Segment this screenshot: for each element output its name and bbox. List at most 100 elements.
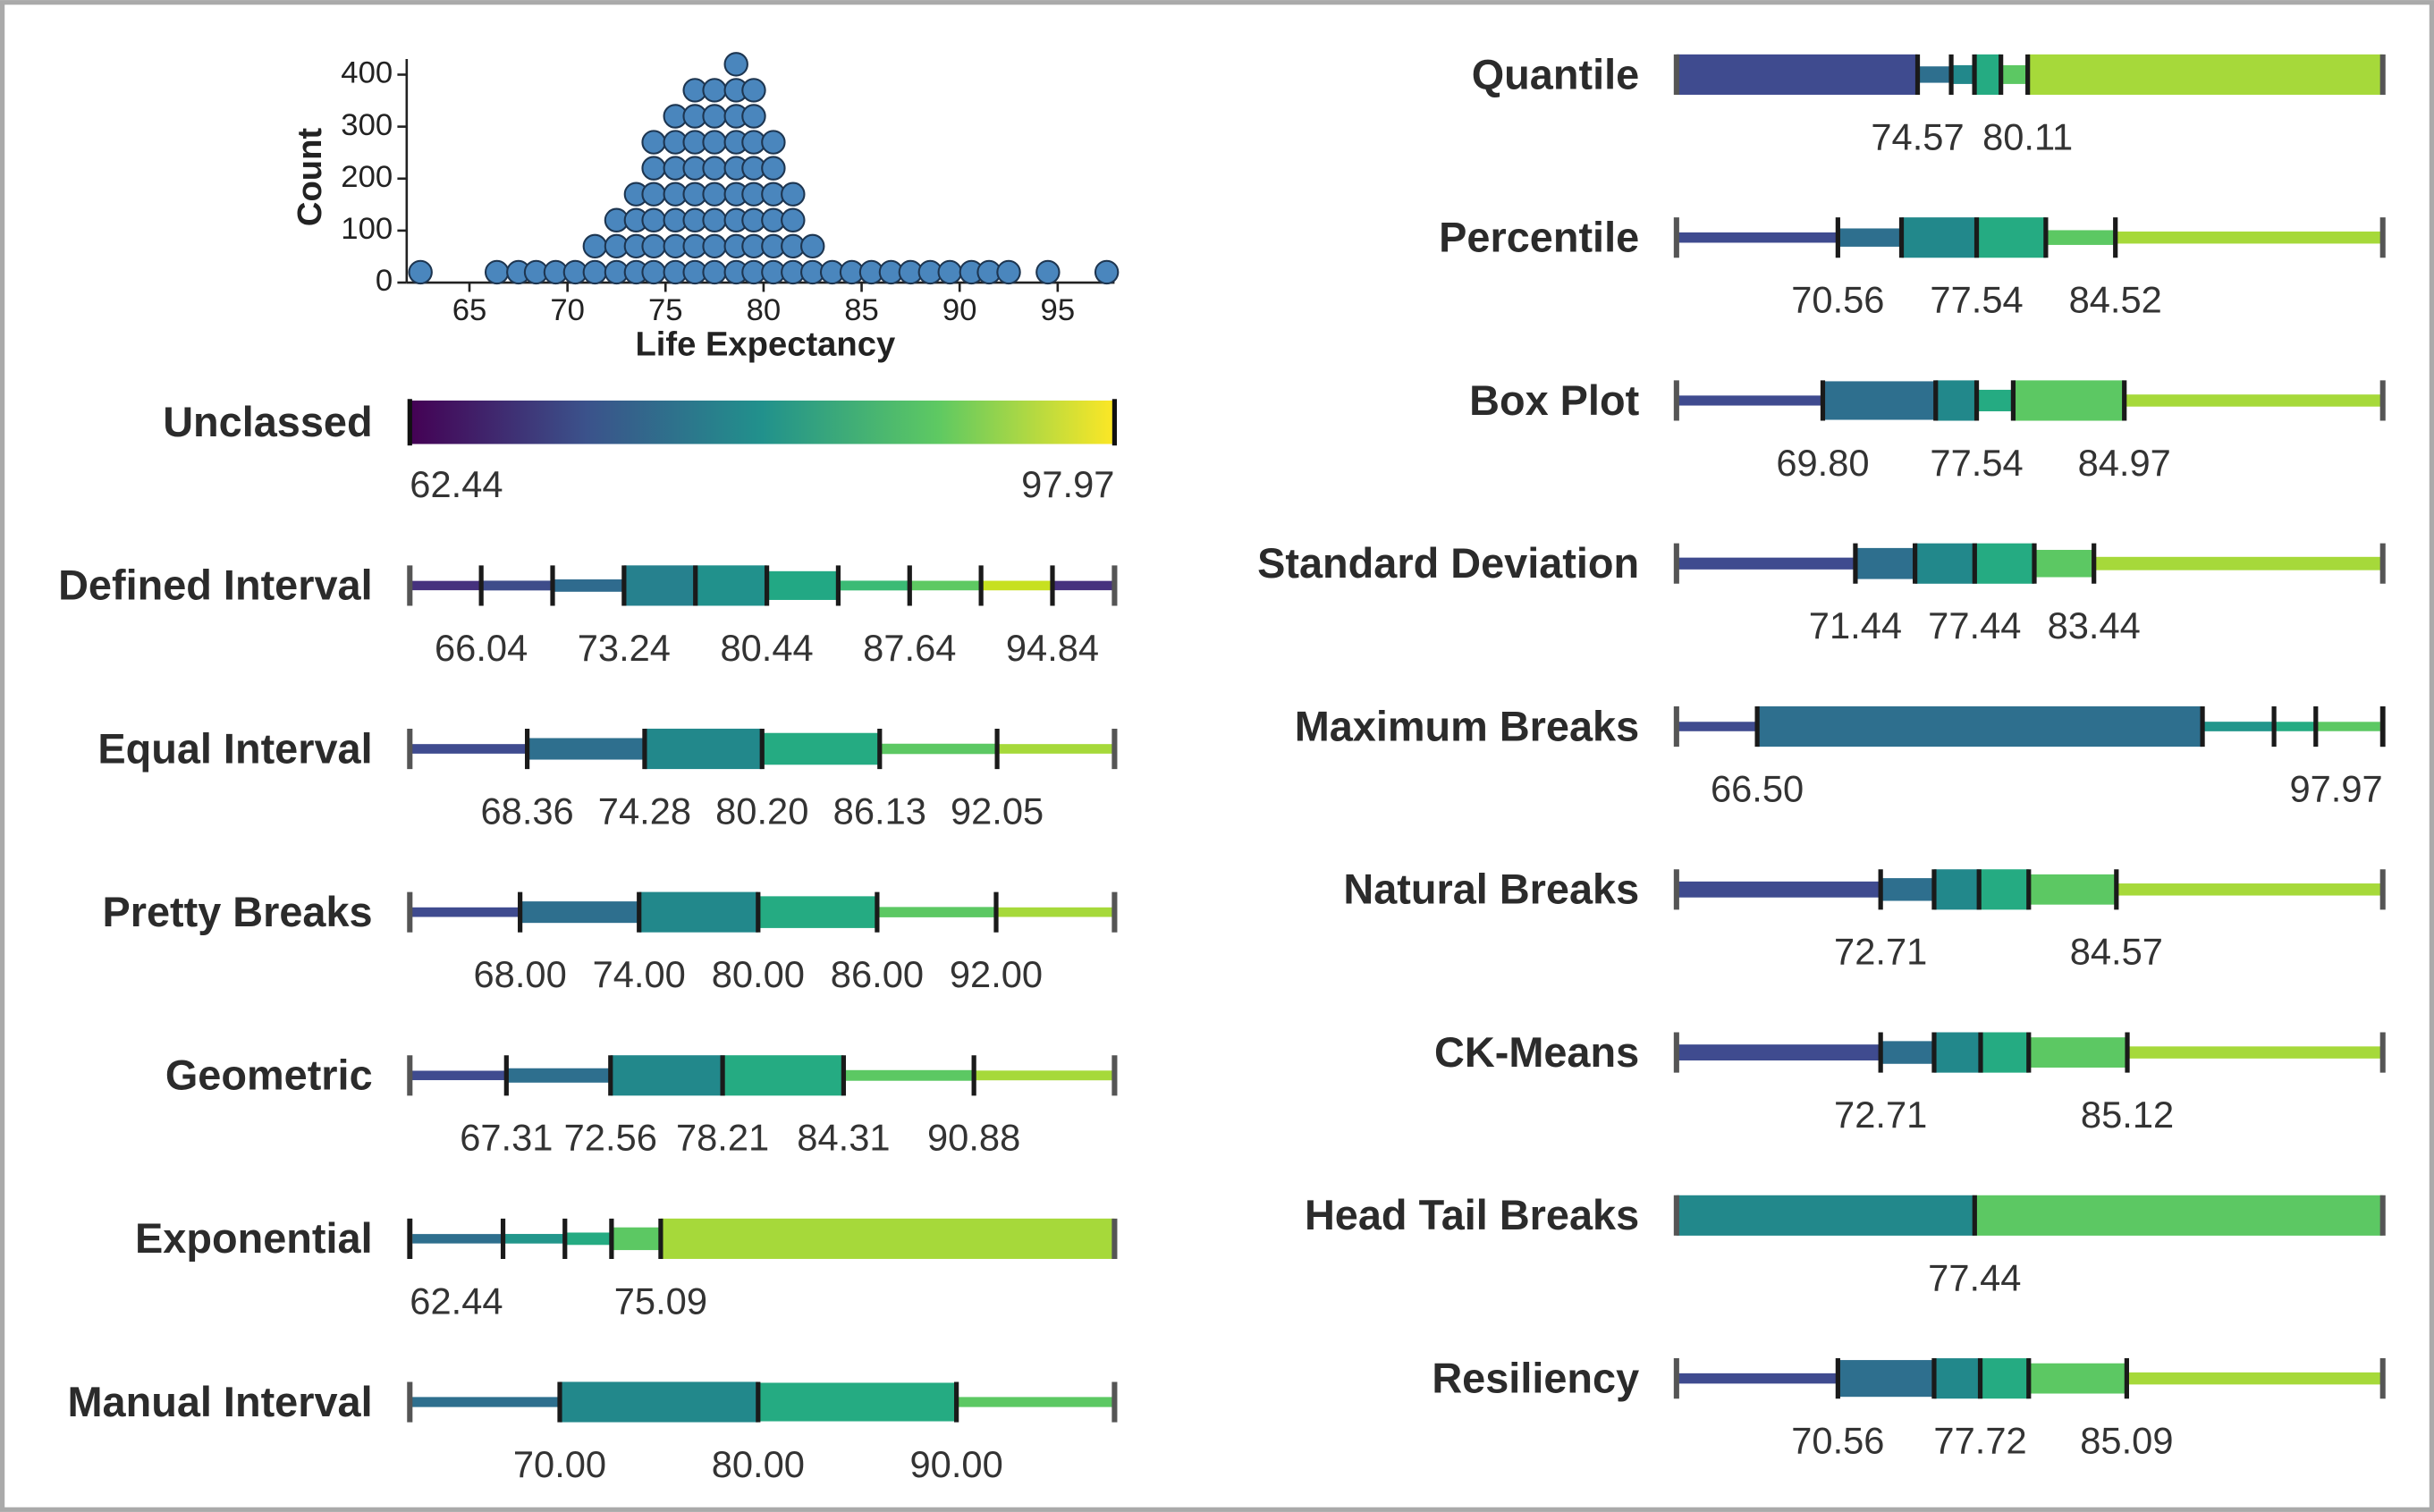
scheme-title: Percentile — [1439, 215, 1639, 261]
value-label: 92.00 — [950, 953, 1043, 995]
dot — [641, 207, 666, 232]
dot-stack — [1035, 259, 1061, 285]
value-label: 70.56 — [1791, 279, 1884, 321]
class-segment — [2274, 722, 2316, 731]
value-label: 85.12 — [2081, 1094, 2174, 1136]
x-tick-label: 95 — [1041, 293, 1076, 327]
class-segment — [1917, 66, 1952, 83]
value-label: 68.00 — [474, 953, 567, 995]
value-label: 72.71 — [1834, 931, 1927, 973]
class-segment — [1855, 547, 1915, 579]
dot — [761, 156, 786, 181]
class-segment — [1980, 1358, 2029, 1399]
dot-stack — [741, 78, 766, 285]
value-label: 66.50 — [1711, 767, 1804, 809]
class-segment — [1974, 54, 2001, 95]
class-segment — [610, 1055, 723, 1096]
value-label: 68.36 — [480, 790, 573, 832]
dot-stack — [800, 233, 825, 285]
class-segment — [623, 565, 696, 606]
scheme-title: Standard Deviation — [1257, 540, 1639, 587]
class-segment — [660, 1218, 1115, 1259]
value-label: 80.00 — [712, 1443, 805, 1485]
dot — [781, 182, 806, 207]
class-segment — [1822, 381, 1936, 420]
class-segment — [766, 570, 839, 600]
value-label: 69.80 — [1776, 442, 1869, 484]
value-label: 84.52 — [2069, 279, 2162, 321]
value-label: 97.97 — [1021, 463, 1114, 505]
class-segment — [876, 907, 996, 917]
scheme-title: Box Plot — [1469, 377, 1639, 424]
value-label: 77.54 — [1930, 279, 2023, 321]
scheme-title: Resiliency — [1432, 1355, 1639, 1401]
value-label: 84.57 — [2070, 931, 2163, 973]
class-segment — [1951, 64, 1975, 84]
class-segment — [503, 1234, 565, 1244]
y-axis-title: Count — [291, 128, 329, 227]
scheme-title: Manual Interval — [67, 1379, 372, 1425]
class-segment — [410, 744, 528, 754]
dot-stack — [761, 130, 786, 285]
value-label: 85.09 — [2080, 1420, 2173, 1462]
class-segment — [1976, 389, 2014, 411]
class-segment — [1676, 232, 1838, 243]
value-label: 73.24 — [578, 627, 671, 669]
x-tick-label: 75 — [648, 293, 683, 327]
scheme-title: Head Tail Breaks — [1305, 1192, 1639, 1238]
value-label: 70.00 — [513, 1443, 606, 1485]
dot — [641, 130, 666, 155]
dot — [741, 104, 766, 129]
value-label: 87.64 — [863, 627, 956, 669]
class-segment — [1880, 878, 1934, 901]
value-label: 71.44 — [1809, 604, 1902, 646]
value-label: 78.21 — [676, 1117, 769, 1159]
class-segment — [909, 580, 982, 591]
x-tick-label: 90 — [942, 293, 977, 327]
dot — [484, 259, 510, 285]
dot — [723, 52, 748, 77]
class-segment — [2126, 1372, 2383, 1385]
class-segment — [410, 1070, 507, 1081]
value-label: 74.28 — [598, 790, 691, 832]
class-segment — [520, 901, 639, 924]
scheme-title: Pretty Breaks — [102, 889, 372, 935]
class-segment — [2124, 394, 2383, 407]
class-segment — [1880, 1041, 1934, 1064]
class-segment — [2045, 230, 2116, 245]
value-label: 90.88 — [927, 1117, 1020, 1159]
class-segment — [1933, 1358, 1981, 1399]
class-segment — [410, 1397, 560, 1407]
value-label: 84.97 — [2078, 442, 2171, 484]
value-label: 66.04 — [435, 627, 528, 669]
class-segment — [410, 907, 520, 917]
dot-stack — [484, 259, 510, 285]
value-label: 77.72 — [1933, 1420, 2026, 1462]
class-segment — [2115, 231, 2383, 244]
class-segment — [1676, 395, 1823, 406]
class-segment — [1974, 543, 2035, 584]
value-label: 72.71 — [1834, 1094, 1927, 1136]
class-segment — [1676, 881, 1881, 898]
y-tick-label: 100 — [341, 212, 393, 246]
scheme-title: Quantile — [1472, 51, 1639, 97]
value-label: 80.44 — [720, 627, 813, 669]
scheme-title: Equal Interval — [97, 725, 372, 772]
dot-stack — [604, 207, 630, 285]
class-segment — [611, 1227, 661, 1251]
class-segment — [527, 738, 645, 760]
x-tick-label: 65 — [452, 293, 487, 327]
dot — [741, 78, 766, 103]
class-segment — [1676, 1373, 1838, 1384]
class-segment — [838, 580, 910, 591]
dot — [937, 259, 962, 285]
scheme-title: Defined Interval — [58, 562, 373, 609]
value-label: 77.54 — [1930, 442, 2023, 484]
class-segment — [1838, 1360, 1934, 1398]
dot — [1094, 259, 1120, 285]
class-segment — [1838, 228, 1902, 247]
value-label: 97.97 — [2289, 767, 2382, 809]
dot — [702, 104, 727, 129]
dot-stack — [937, 259, 962, 285]
